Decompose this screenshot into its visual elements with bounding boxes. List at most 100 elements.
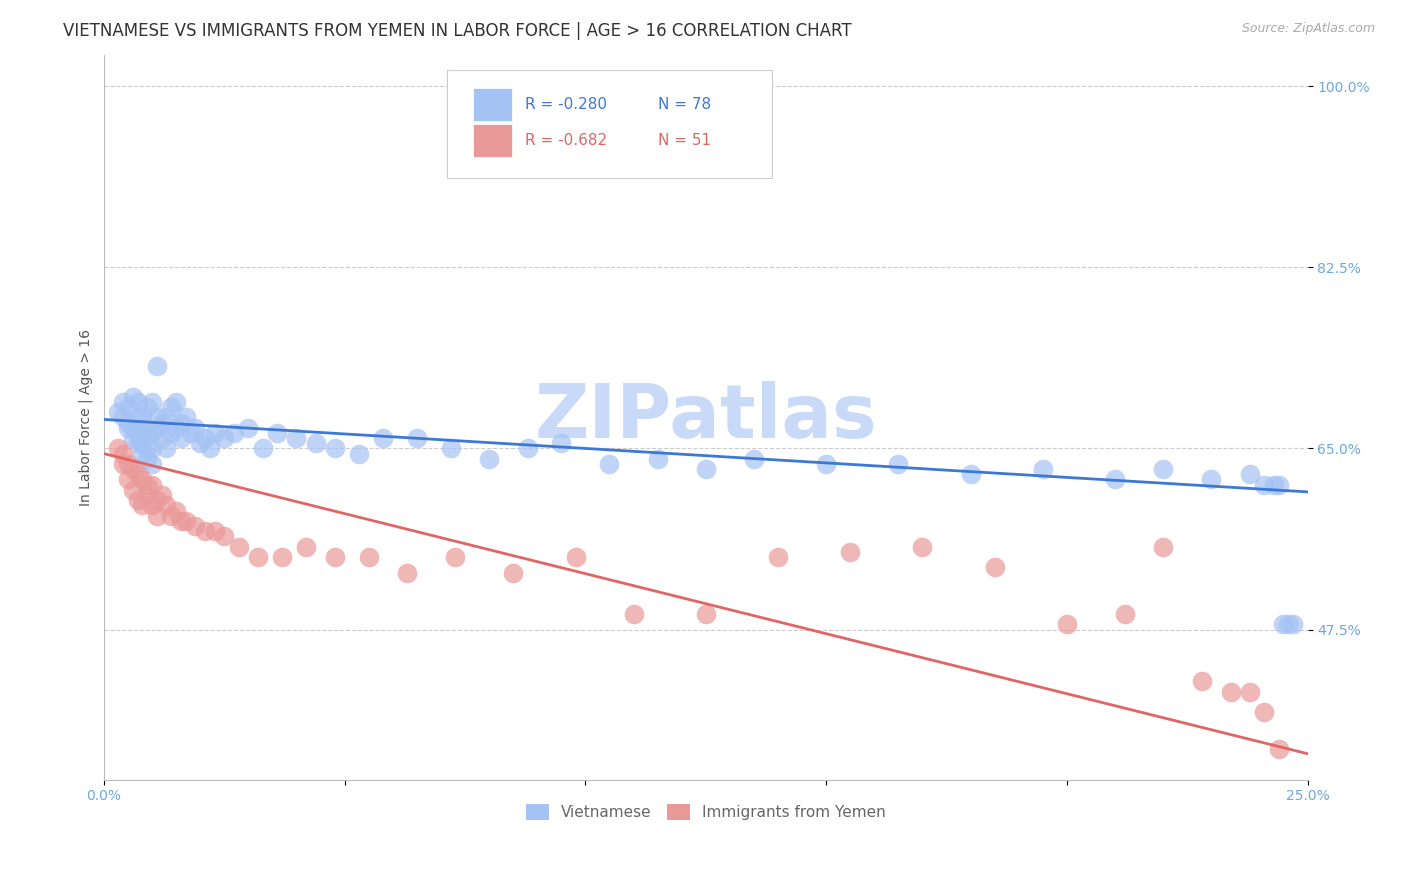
Point [502, 566, 524, 580]
Point [112, 395, 135, 409]
Point [983, 560, 1005, 574]
Point [194, 431, 217, 445]
Text: R = -0.682: R = -0.682 [526, 133, 607, 148]
Point [136, 442, 159, 456]
Point [121, 421, 143, 435]
Point [117, 400, 139, 414]
Point [136, 477, 159, 491]
Point [766, 550, 789, 565]
Point [146, 493, 169, 508]
Point [1219, 684, 1241, 698]
Text: ZIPatlas: ZIPatlas [534, 381, 877, 454]
Point [1114, 607, 1136, 621]
Point [323, 442, 346, 456]
Y-axis label: In Labor Force | Age > 16: In Labor Force | Age > 16 [79, 329, 93, 506]
Point [136, 400, 159, 414]
Point [194, 524, 217, 539]
Point [212, 431, 235, 445]
Point [146, 359, 169, 373]
Point [112, 457, 135, 471]
Text: N = 78: N = 78 [658, 97, 710, 112]
Point [150, 416, 173, 430]
Point [1253, 706, 1275, 720]
Point [252, 442, 274, 456]
Point [204, 425, 226, 440]
Point [112, 447, 135, 461]
Point [228, 540, 250, 554]
Point [184, 519, 207, 533]
Point [1056, 617, 1078, 632]
Point [1152, 540, 1174, 554]
Point [127, 425, 149, 440]
Point [117, 421, 139, 435]
Point [131, 447, 153, 461]
Point [107, 442, 129, 456]
Point [160, 425, 183, 440]
Point [347, 447, 370, 461]
Point [222, 425, 245, 440]
Point [1253, 477, 1275, 491]
Point [695, 607, 717, 621]
Point [373, 431, 395, 445]
Point [911, 540, 934, 554]
Point [959, 467, 981, 482]
Point [155, 442, 177, 456]
Point [357, 550, 380, 565]
Point [439, 442, 461, 456]
Point [170, 514, 193, 528]
Point [564, 550, 586, 565]
Point [160, 508, 183, 523]
Point [238, 421, 260, 435]
Point [323, 550, 346, 565]
Point [887, 457, 910, 471]
Point [112, 410, 135, 425]
Point [117, 416, 139, 430]
Point [1191, 674, 1213, 689]
Point [1239, 684, 1261, 698]
Point [1032, 462, 1054, 476]
Point [160, 400, 183, 414]
Point [146, 410, 169, 425]
Point [141, 442, 163, 456]
Point [141, 499, 163, 513]
Point [180, 425, 202, 440]
Text: R = -0.280: R = -0.280 [526, 97, 607, 112]
Point [305, 436, 328, 450]
Point [121, 390, 143, 404]
Point [131, 499, 153, 513]
Point [150, 431, 173, 445]
FancyBboxPatch shape [474, 88, 512, 120]
Point [1272, 617, 1295, 632]
Point [174, 410, 197, 425]
Point [170, 431, 193, 445]
Point [1263, 477, 1285, 491]
Point [295, 540, 318, 554]
Point [815, 457, 838, 471]
Point [742, 451, 765, 466]
Point [188, 436, 211, 450]
Point [121, 431, 143, 445]
Point [155, 499, 177, 513]
Point [405, 431, 427, 445]
Point [136, 488, 159, 502]
Point [165, 503, 187, 517]
Point [204, 524, 226, 539]
Point [121, 483, 143, 497]
Text: N = 51: N = 51 [658, 133, 710, 148]
FancyBboxPatch shape [447, 70, 772, 178]
Point [170, 416, 193, 430]
Point [141, 457, 163, 471]
Point [1104, 473, 1126, 487]
Point [141, 395, 163, 409]
Point [444, 550, 467, 565]
Point [396, 566, 419, 580]
Point [136, 425, 159, 440]
Text: VIETNAMESE VS IMMIGRANTS FROM YEMEN IN LABOR FORCE | AGE > 16 CORRELATION CHART: VIETNAMESE VS IMMIGRANTS FROM YEMEN IN L… [63, 22, 852, 40]
Point [146, 421, 169, 435]
Point [271, 550, 294, 565]
Point [1239, 467, 1261, 482]
Point [1199, 473, 1222, 487]
Point [127, 493, 149, 508]
Point [117, 457, 139, 471]
Point [146, 508, 169, 523]
